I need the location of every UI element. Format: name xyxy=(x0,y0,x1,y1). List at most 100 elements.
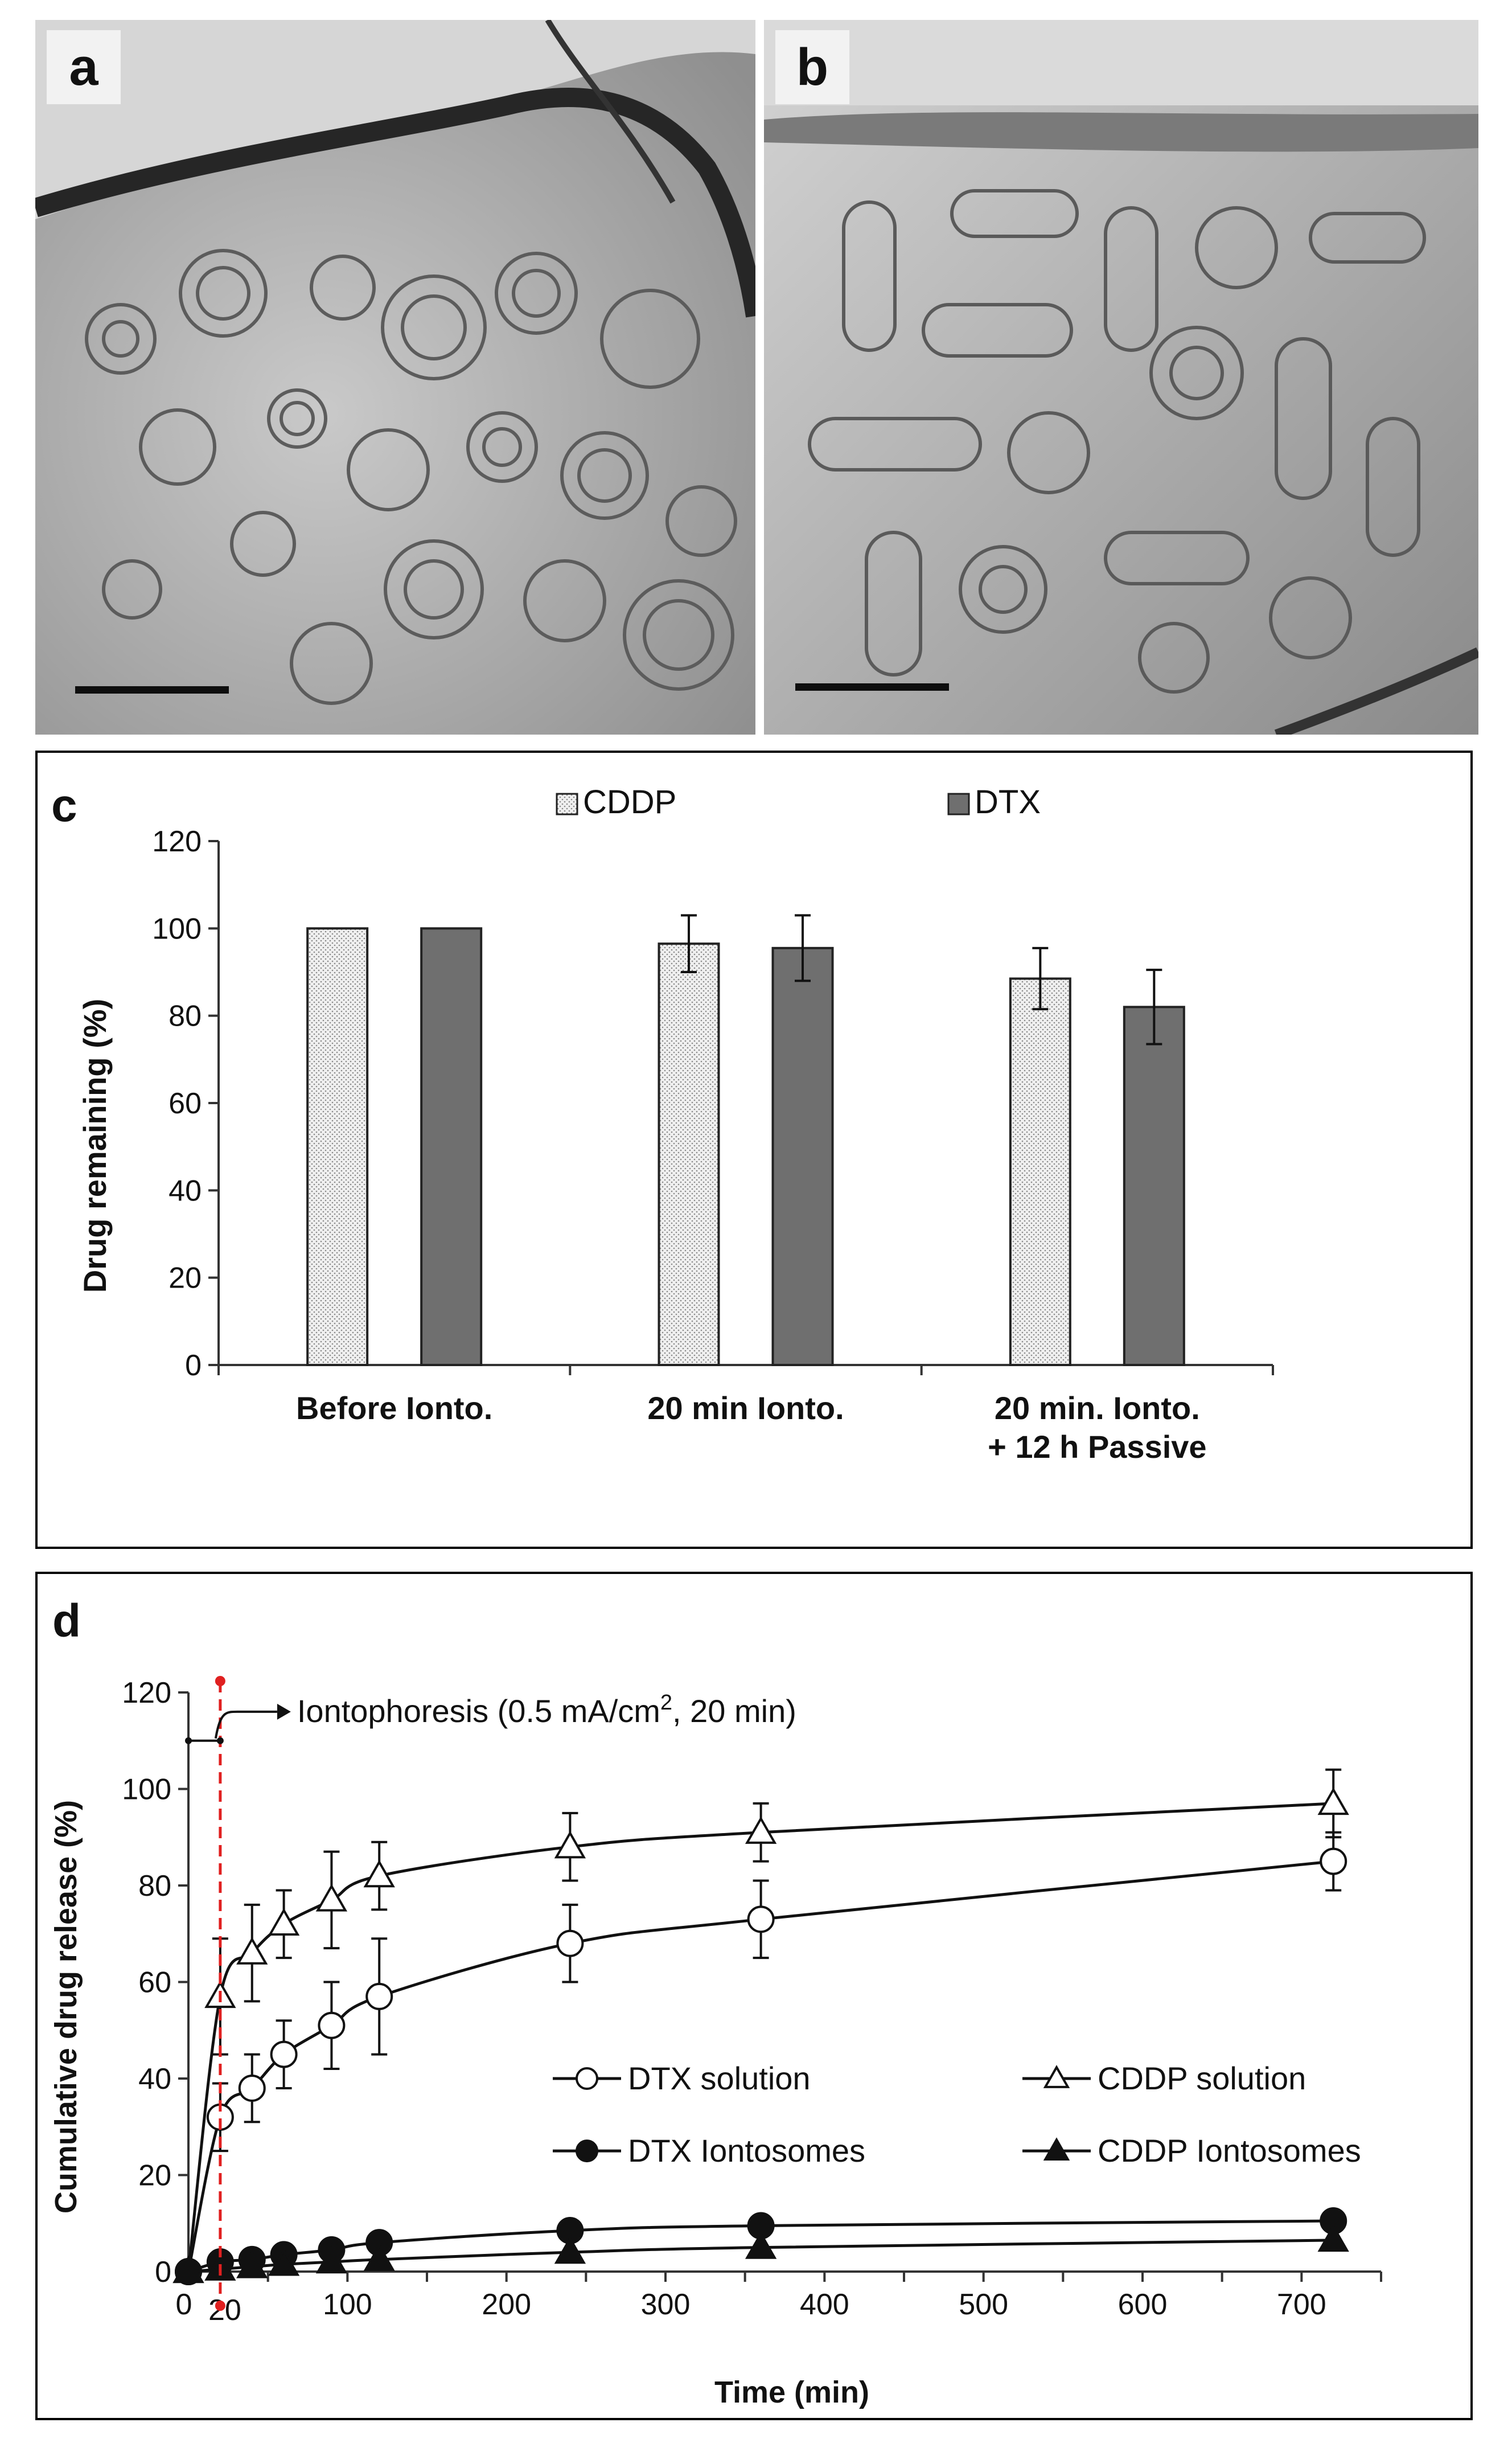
legend-label-cddp: CDDP xyxy=(583,784,676,821)
y-tick-label: 40 xyxy=(169,1174,202,1207)
legend-marker xyxy=(1043,2137,1070,2161)
data-point xyxy=(268,2248,300,2276)
x-tick-label: 600 xyxy=(1118,2288,1168,2321)
chart-c-axes: 0 20 40 60 80 100 120 Before Ionto. 20 min Ionto… xyxy=(152,825,1274,1465)
data-point xyxy=(315,1884,348,1912)
y-tick-label: 60 xyxy=(138,1966,171,1999)
chart-d-annotation: Iontophoresis (0.5 mA/cm2, 20 min) xyxy=(185,1676,796,2311)
series-line xyxy=(187,1860,1334,2272)
data-point xyxy=(172,2255,204,2284)
panel-label-a: a xyxy=(47,30,121,104)
annotation-prefix: Iontophoresis (0.5 mA/cm xyxy=(297,1693,660,1729)
x-tick-label: 300 xyxy=(641,2288,691,2321)
chart-d-y-axis-label: Cumulative drug release (%) xyxy=(49,1800,83,2213)
legend-swatch-dtx xyxy=(947,793,970,815)
scale-bar-a xyxy=(75,686,229,694)
marker-dot-bottom xyxy=(215,2301,225,2311)
data-point xyxy=(1317,2224,1349,2252)
chart-d-svg: d 0 20 40 60 80 100 120 0 100 200 300 400 500 600 700 2… xyxy=(49,1595,1382,2409)
iontophoresis-annotation: Iontophoresis (0.5 mA/cm2, 20 min) xyxy=(297,1691,796,1729)
annotation-sup: 2 xyxy=(660,1691,672,1715)
x-tick-label: 20 min. Ionto. xyxy=(995,1390,1200,1426)
micrograph-a-image xyxy=(35,20,755,735)
x-tick-label-20: 20 xyxy=(208,2294,241,2327)
y-tick-label: 0 xyxy=(155,2256,171,2289)
data-point xyxy=(268,1908,300,1936)
data-point xyxy=(1317,1787,1349,1815)
y-tick-label: 120 xyxy=(122,1676,171,1710)
data-point xyxy=(556,1929,584,1957)
y-tick-label: 0 xyxy=(185,1349,202,1382)
x-tick-label: Before Ionto. xyxy=(296,1390,492,1426)
chart-d-axes: 0 20 40 60 80 100 120 0 100 200 300 400 500 600 700 20 xyxy=(122,1676,1382,2327)
y-tick-label: 80 xyxy=(169,1000,202,1033)
bar-cddp-2 xyxy=(1009,977,1071,1366)
scale-bar-b xyxy=(795,683,949,691)
y-tick-label: 40 xyxy=(138,2063,171,2096)
y-tick-label: 120 xyxy=(152,825,202,858)
x-tick-label: 20 min Ionto. xyxy=(647,1390,844,1426)
data-point xyxy=(1320,1847,1347,1875)
micrograph-b-image xyxy=(764,20,1478,735)
bar-cddp-1 xyxy=(658,942,720,1366)
bar-cddp-0 xyxy=(306,927,369,1367)
data-point xyxy=(363,2243,395,2271)
panel-label-d: d xyxy=(52,1595,81,1647)
data-point xyxy=(315,2245,348,2274)
legend-label-dtx: DTX xyxy=(975,784,1041,821)
bar-dtx-2 xyxy=(1123,1006,1185,1367)
data-point xyxy=(745,1816,777,1844)
series-cddp-solution xyxy=(172,1768,1349,2284)
data-point xyxy=(270,2040,298,2068)
y-tick-label: 80 xyxy=(138,1870,171,1903)
chart-c: c CDDP DTX 0 20 40 60 80 100 120 Before Ionto. 20… xyxy=(35,751,1473,1549)
chart-c-legend: CDDP DTX xyxy=(556,784,1041,821)
y-tick-label: 100 xyxy=(152,912,202,945)
bracket-end xyxy=(216,1737,224,1744)
data-point xyxy=(554,2236,586,2264)
x-tick-label: + 12 h Passive xyxy=(988,1429,1207,1465)
legend-marker xyxy=(576,2139,598,2163)
chart-c-svg: c CDDP DTX 0 20 40 60 80 100 120 Before Ionto. 20… xyxy=(51,780,1274,1465)
chart-d-x-axis-label: Time (min) xyxy=(714,2375,869,2409)
data-point xyxy=(745,2231,777,2259)
legend-label-dtx-solution: DTX solution xyxy=(628,2060,811,2096)
chart-d-legend: DTX solution CDDP solution DTX Iontosomes C… xyxy=(553,2060,1361,2169)
x-tick-label: 400 xyxy=(800,2288,849,2321)
legend-marker xyxy=(576,2067,598,2090)
annotation-arrow xyxy=(214,1710,277,1739)
micrograph-b: b xyxy=(764,20,1478,735)
series-line xyxy=(187,1802,1334,2272)
chart-c-bars xyxy=(306,914,1185,1367)
data-point xyxy=(747,1905,775,1933)
marker-dot-top xyxy=(215,1676,225,1686)
micrograph-a: a xyxy=(35,20,755,735)
arrow-head xyxy=(277,1703,291,1720)
legend-label-cddp-iontosomes: CDDP Iontosomes xyxy=(1098,2133,1361,2169)
panel-label-b: b xyxy=(775,30,849,104)
chart-c-y-axis-label: Drug remaining (%) xyxy=(77,999,113,1293)
data-point xyxy=(238,2074,266,2102)
bracket-end xyxy=(185,1737,192,1744)
chart-d-series xyxy=(172,1768,1349,2285)
legend-swatch-cddp xyxy=(556,793,578,815)
y-tick-label: 20 xyxy=(169,1262,202,1295)
panel-label-c: c xyxy=(51,780,77,831)
y-tick-label: 100 xyxy=(122,1773,171,1806)
x-tick-label: 500 xyxy=(959,2288,1008,2321)
data-point xyxy=(236,1937,268,1965)
data-point xyxy=(318,2011,346,2039)
x-tick-label: 200 xyxy=(482,2288,531,2321)
legend-label-cddp-solution: CDDP solution xyxy=(1098,2060,1306,2096)
legend-label-dtx-iontosomes: DTX Iontosomes xyxy=(628,2133,865,2169)
y-tick-label: 20 xyxy=(138,2159,171,2192)
data-point xyxy=(236,2251,268,2278)
data-point xyxy=(363,1859,395,1888)
x-tick-label: 700 xyxy=(1277,2288,1326,2321)
chart-d: d 0 20 40 60 80 100 120 0 100 200 300 400 500 600 700 2… xyxy=(35,1572,1473,2420)
data-point xyxy=(365,1982,393,2010)
bar-dtx-0 xyxy=(420,927,483,1367)
y-tick-label: 60 xyxy=(169,1087,202,1120)
legend-marker xyxy=(1043,2065,1070,2088)
data-point xyxy=(554,1830,586,1859)
